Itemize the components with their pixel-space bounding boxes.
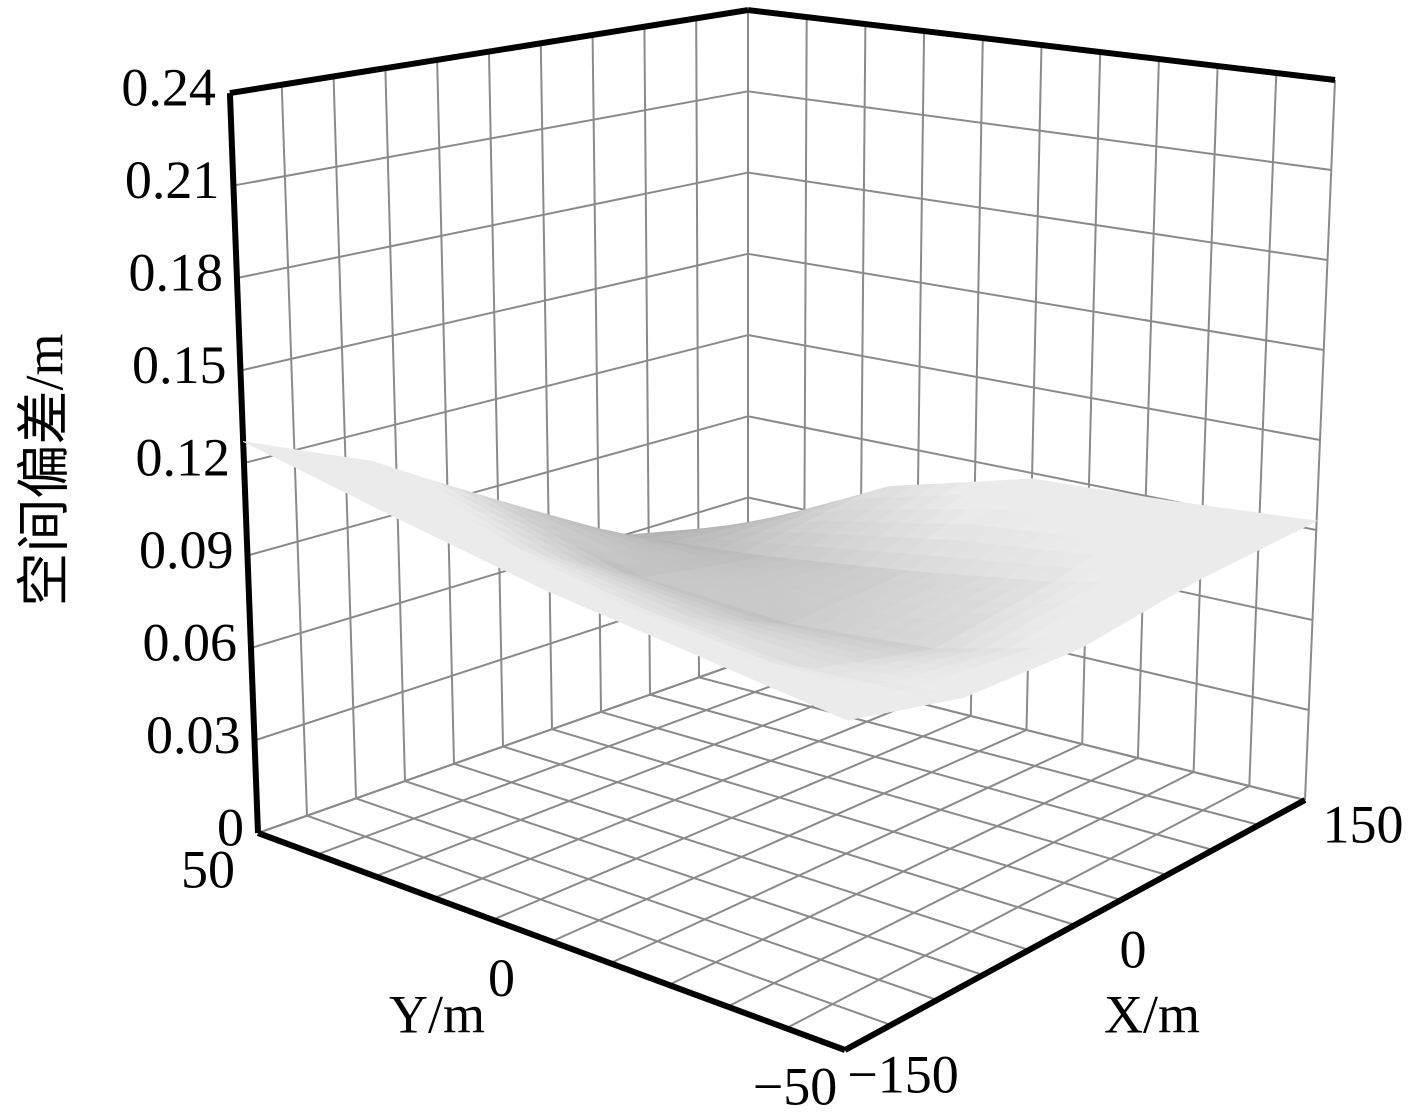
minor-grid-line xyxy=(433,701,916,900)
grid-line xyxy=(257,659,749,834)
axis-line xyxy=(226,92,261,834)
grid-line xyxy=(747,252,1324,351)
minor-grid-line xyxy=(492,715,972,921)
minor-grid-line xyxy=(375,687,860,878)
surface-patch xyxy=(820,706,869,721)
y-tick-label: −50 xyxy=(753,1056,837,1116)
grid-line xyxy=(236,171,749,280)
z-tick-label: 0.15 xyxy=(132,335,227,395)
x-tick-label: 150 xyxy=(1323,794,1404,854)
y-tick-label: 50 xyxy=(181,839,235,899)
axis-line xyxy=(843,797,1307,1053)
minor-grid-line xyxy=(668,757,1139,986)
minor-grid-line xyxy=(785,785,1250,1030)
grid-line xyxy=(240,252,749,372)
back-wall xyxy=(229,10,748,834)
grid-line xyxy=(551,729,1027,943)
grid-line xyxy=(247,415,749,557)
minor-grid-line xyxy=(316,673,805,856)
grid-line xyxy=(747,90,1332,171)
z-tick-label: 0.09 xyxy=(139,520,234,580)
grid-line xyxy=(250,496,749,649)
minor-grid-line xyxy=(727,771,1195,1008)
y-axis-label: Y/m xyxy=(389,984,485,1044)
axis-line xyxy=(256,830,847,1053)
grid-line xyxy=(243,334,749,465)
z-tick-label: 0.12 xyxy=(135,427,230,487)
x-tick-label: 0 xyxy=(1120,919,1147,979)
y-tick-label: 0 xyxy=(488,948,515,1008)
z-tick-label: 0 xyxy=(217,797,244,857)
z-tick-label: 0.03 xyxy=(146,705,241,765)
axis-line xyxy=(747,7,1336,83)
z-tick-label: 0.18 xyxy=(128,242,223,302)
x-tick-label: −150 xyxy=(847,1044,958,1104)
x-axis-label: X/m xyxy=(1104,984,1200,1044)
z-tick-label: 0.21 xyxy=(125,150,220,210)
grid-line xyxy=(747,334,1321,441)
z-tick-label: 0.24 xyxy=(121,57,216,117)
grid-line xyxy=(747,171,1328,261)
grid-line xyxy=(233,90,749,187)
z-axis-label: 空间偏差/m xyxy=(14,333,74,606)
minor-grid-line xyxy=(609,743,1083,965)
z-tick-label: 0.06 xyxy=(142,612,237,672)
axis-line xyxy=(229,7,749,97)
